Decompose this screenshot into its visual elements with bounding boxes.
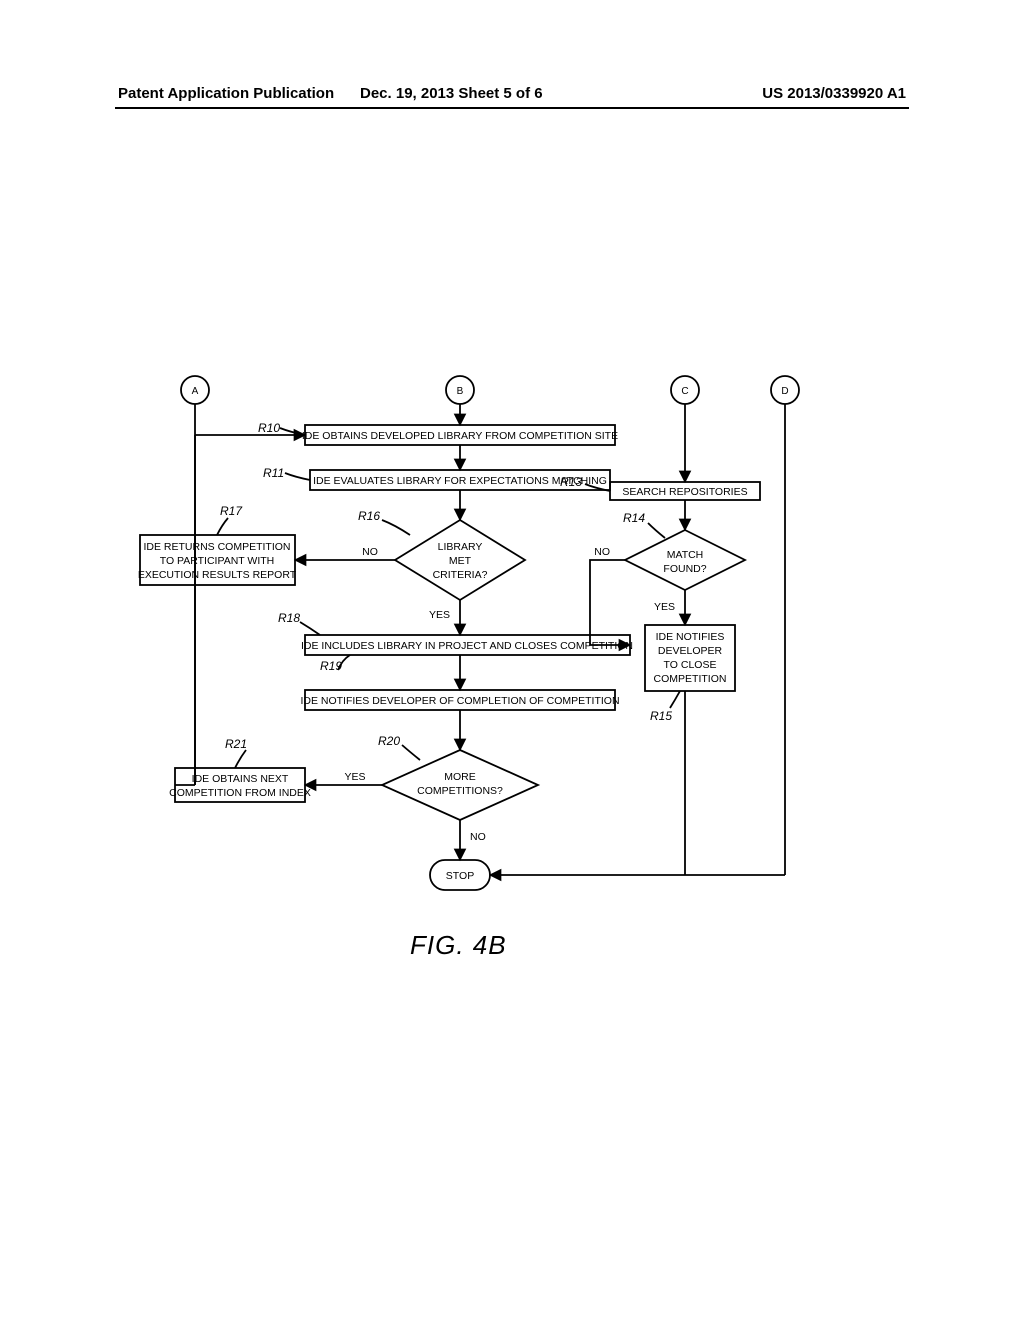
text-r14-l2: FOUND? (663, 563, 706, 575)
ref-r11: R11 (263, 466, 284, 480)
flowchart-svg: A B C D IDE OBTAINS DEVELOPED LIBRARY FR… (0, 0, 1024, 1320)
label-r14-no: NO (594, 546, 610, 558)
text-r17-l2: TO PARTICIPANT WITH (160, 555, 275, 567)
text-r16-l3: CRITERIA? (433, 569, 488, 581)
text-r18: IDE INCLUDES LIBRARY IN PROJECT AND CLOS… (301, 640, 633, 652)
text-r15-l1: IDE NOTIFIES (656, 631, 725, 643)
label-r20-no: NO (470, 831, 486, 843)
label-r16-no: NO (362, 546, 378, 558)
leader-r20 (402, 745, 420, 760)
ref-r18: R18 (278, 611, 300, 625)
text-r17-l1: IDE RETURNS COMPETITION (143, 541, 290, 553)
ref-r10: R10 (258, 421, 280, 435)
text-r19: IDE NOTIFIES DEVELOPER OF COMPLETION OF … (300, 695, 619, 707)
connector-a-label: A (192, 386, 199, 397)
edge-r14-r18 (590, 560, 630, 645)
text-r10: IDE OBTAINS DEVELOPED LIBRARY FROM COMPE… (302, 430, 618, 442)
connector-c-label: C (681, 386, 688, 397)
ref-r17: R17 (220, 504, 243, 518)
leader-r17 (217, 518, 228, 535)
leader-r11 (285, 473, 310, 480)
text-r13: SEARCH REPOSITORIES (622, 486, 747, 498)
leader-r16 (382, 520, 410, 535)
text-r15-l4: COMPETITION (654, 673, 727, 685)
ref-r20: R20 (378, 734, 400, 748)
ref-r16: R16 (358, 509, 380, 523)
text-r16-l2: MET (449, 555, 472, 567)
label-r14-yes: YES (654, 601, 675, 613)
page: Patent Application Publication Dec. 19, … (0, 0, 1024, 1320)
ref-r15: R15 (650, 709, 672, 723)
label-r16-yes: YES (429, 609, 450, 621)
text-r15-l3: TO CLOSE (664, 659, 717, 671)
text-r17-l3: EXECUTION RESULTS REPORT (138, 569, 297, 581)
text-r14-l1: MATCH (667, 549, 704, 561)
figure-label: FIG. 4B (410, 930, 507, 961)
text-r20-l1: MORE (444, 771, 476, 783)
text-r16-l1: LIBRARY (438, 541, 483, 553)
text-r15-l2: DEVELOPER (658, 645, 723, 657)
leader-r21 (235, 750, 246, 768)
text-r20-l2: COMPETITIONS? (417, 785, 503, 797)
connector-d-label: D (781, 386, 788, 397)
ref-r19: R19 (320, 659, 342, 673)
ref-r14: R14 (623, 511, 645, 525)
ref-r21: R21 (225, 737, 247, 751)
leader-r14 (648, 523, 665, 538)
text-r21-l2: COMPETITION FROM INDEX (169, 787, 311, 799)
leader-r18 (300, 622, 320, 635)
label-r20-yes: YES (344, 771, 365, 783)
ref-r13: R13 (560, 475, 582, 489)
connector-b-label: B (457, 386, 464, 397)
text-stop: STOP (446, 870, 474, 882)
text-r21-l1: IDE OBTAINS NEXT (192, 773, 289, 785)
leader-r15 (670, 691, 680, 708)
